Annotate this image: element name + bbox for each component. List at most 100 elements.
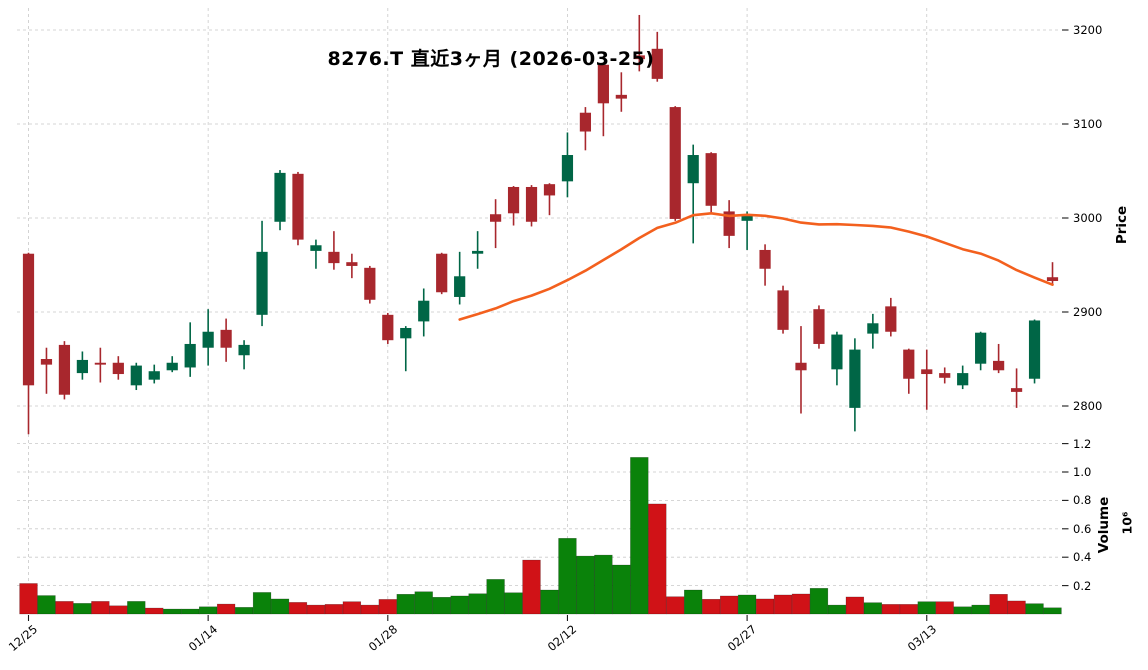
volume-bar — [270, 598, 290, 615]
volume-panel — [19, 457, 1062, 615]
volume-bar — [342, 601, 362, 615]
candle-body — [130, 365, 142, 386]
candle-body — [507, 186, 520, 214]
volume-tick-label: 0.8 — [1073, 493, 1092, 508]
volume-bar — [737, 594, 757, 615]
volume-bar — [73, 603, 92, 615]
candle-body — [310, 245, 322, 251]
candle-body — [561, 155, 574, 182]
candle-body — [669, 107, 681, 219]
price-tick-label: 3000 — [1073, 211, 1103, 225]
candle-body — [22, 253, 35, 386]
price-tick-label: 3200 — [1073, 23, 1103, 37]
candle-body — [472, 250, 484, 254]
candle-body — [76, 359, 88, 374]
candle-body — [993, 360, 1005, 371]
volume-bar — [127, 601, 146, 615]
volume-bar — [522, 559, 541, 615]
candle-body — [238, 344, 250, 356]
volume-bar — [684, 589, 703, 615]
price-tick-label: 2900 — [1073, 305, 1103, 319]
candle-body — [202, 331, 214, 348]
candle-body — [975, 332, 987, 364]
volume-tick-label: 1.2 — [1073, 436, 1092, 451]
candle-body — [1028, 320, 1041, 379]
volume-bar — [324, 604, 344, 615]
candle-body — [220, 329, 232, 348]
volume-bar — [360, 604, 379, 615]
volume-bar — [234, 607, 254, 615]
candle-body — [777, 290, 789, 330]
volume-bar — [504, 592, 523, 615]
candle-body — [525, 186, 538, 222]
candle-body — [346, 262, 358, 266]
candle-body — [615, 94, 627, 99]
volume-bar — [989, 594, 1008, 615]
candle-body — [579, 112, 592, 132]
candle-body — [418, 300, 430, 322]
price-tick-label: 2800 — [1073, 399, 1103, 413]
volume-bar — [809, 588, 829, 615]
volume-bar — [702, 598, 721, 615]
volume-bar — [773, 594, 793, 615]
volume-axis-exponent-label: 10⁶ — [1119, 511, 1135, 535]
volume-axis-label: Volume — [1096, 496, 1112, 554]
gridlines — [17, 8, 1061, 614]
volume-bar — [109, 605, 128, 615]
volume-bar — [486, 579, 505, 615]
volume-bar — [163, 608, 182, 615]
volume-bar — [216, 603, 236, 615]
candle-body — [921, 369, 933, 375]
price-axis-label: Price — [1114, 205, 1130, 245]
volume-bar — [719, 595, 739, 615]
volume-bar — [91, 601, 110, 615]
candle-body — [94, 362, 106, 365]
volume-bar — [666, 596, 685, 615]
volume-bar — [558, 538, 577, 615]
volume-tick-label: 0.2 — [1073, 578, 1092, 593]
volume-bar — [648, 503, 667, 615]
volume-bar — [755, 598, 775, 615]
volume-bar — [881, 604, 900, 615]
candle-body — [292, 173, 304, 240]
volume-bar — [630, 457, 649, 615]
candle-body — [759, 249, 771, 269]
moving-average-line — [458, 212, 1054, 321]
volume-bar — [899, 604, 918, 615]
volume-bar — [612, 564, 631, 615]
volume-bar — [935, 601, 954, 615]
volume-tick-label: 1.0 — [1073, 465, 1092, 479]
candle-body — [597, 64, 609, 104]
volume-bar — [827, 604, 847, 615]
volume-bar — [396, 594, 415, 615]
candle-body — [741, 214, 753, 221]
candle-body — [58, 344, 71, 395]
candle-body — [867, 323, 879, 334]
volume-bar — [468, 593, 487, 615]
axis-ticks — [27, 29, 1069, 621]
volume-bar — [145, 607, 164, 615]
candle-body — [795, 362, 807, 371]
volume-bar — [450, 595, 469, 615]
candle-body — [813, 309, 825, 344]
candle-body — [651, 48, 663, 79]
volume-bar — [55, 601, 74, 615]
volume-bar — [863, 602, 883, 615]
volume-bar — [1025, 603, 1044, 615]
volume-bar — [378, 599, 397, 615]
price-panel — [22, 14, 1059, 435]
volume-bar — [181, 608, 200, 615]
volume-bar — [199, 606, 218, 615]
volume-tick-label: 0.4 — [1073, 550, 1092, 565]
candle-body — [705, 153, 717, 206]
volume-bar — [19, 583, 38, 615]
volume-bar — [594, 554, 613, 615]
volume-bar — [288, 602, 308, 615]
candle-body — [436, 253, 448, 293]
candle-body — [1046, 277, 1059, 281]
volume-bar — [37, 595, 56, 615]
volume-bar — [414, 591, 433, 615]
chart-title: 8276.T 直近3ヶ月 (2026-03-25) — [327, 48, 655, 70]
